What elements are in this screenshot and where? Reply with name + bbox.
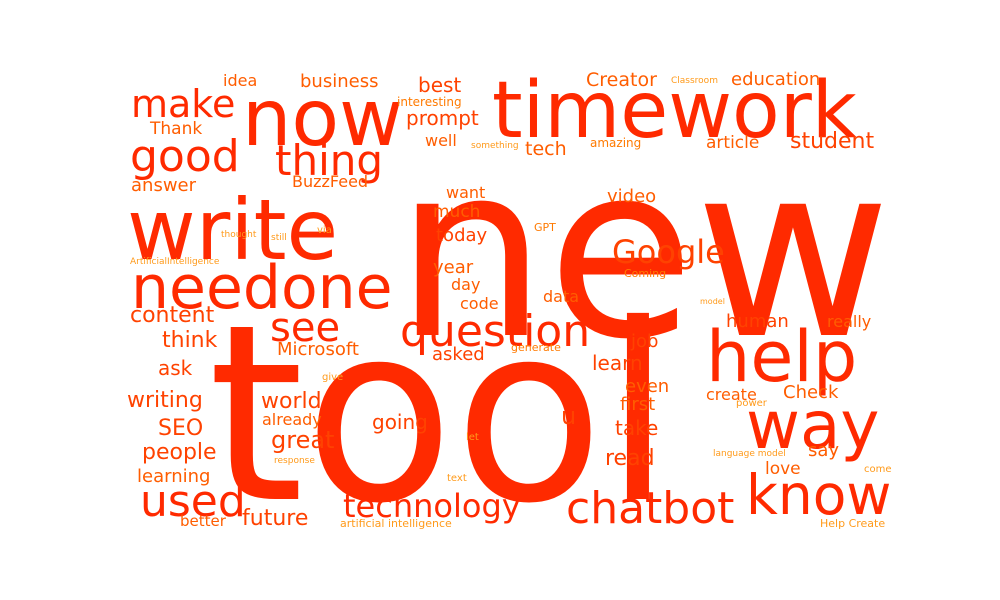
word-ai: ArtificialIntelligence <box>130 257 220 267</box>
word-give: give <box>322 372 344 383</box>
word-year: year <box>433 257 474 278</box>
word-seo: SEO <box>158 416 204 441</box>
word-say: say <box>808 440 840 461</box>
word-interesting: interesting <box>397 95 462 109</box>
word-article: article <box>706 133 760 153</box>
word-first: first <box>620 394 656 415</box>
word-thing: thing <box>275 136 384 185</box>
word-power: power <box>736 398 767 409</box>
word-asked: asked <box>432 344 485 365</box>
word-see: see <box>270 305 341 351</box>
word-google: Google <box>612 233 725 271</box>
word-thought: thought <box>221 230 257 240</box>
word-think: think <box>162 328 218 353</box>
word-now: now <box>242 74 403 164</box>
word-u: u <box>561 402 577 430</box>
word-ask: ask <box>158 356 193 380</box>
word-still: still <box>271 233 287 243</box>
word-today: today <box>436 225 488 246</box>
word-used: used <box>140 476 246 527</box>
word-world: world <box>261 389 322 414</box>
word-really: really <box>827 312 872 331</box>
word-read: read <box>605 446 655 471</box>
word-timework: timework <box>492 66 857 156</box>
word-response: response <box>274 456 315 466</box>
word-generate: generate <box>511 341 561 354</box>
word-coming: Coming <box>624 267 667 280</box>
word-help: help <box>706 316 858 398</box>
word-classroom: Classroom <box>671 76 718 86</box>
word-amazing: amazing <box>590 136 642 150</box>
word-create: create <box>706 385 757 404</box>
word-education: education <box>731 69 821 90</box>
word-love: love <box>765 459 801 479</box>
word-technology: technology <box>343 487 521 525</box>
word-people: people <box>142 440 217 465</box>
word-come: come <box>864 464 892 475</box>
word-better: better <box>180 512 226 530</box>
word-going: going <box>372 410 428 434</box>
word-microsoft: Microsoft <box>277 339 359 360</box>
word-want: want <box>446 183 486 202</box>
word-thank: Thank <box>150 119 203 139</box>
word-answer: answer <box>131 175 197 196</box>
word-creator: Creator <box>586 69 657 91</box>
word-question: question <box>400 306 591 357</box>
word-new: new <box>395 112 892 392</box>
word-business: business <box>300 71 379 92</box>
word-human: human <box>726 311 789 332</box>
word-something: something <box>471 141 519 151</box>
word-data: data <box>543 287 580 306</box>
word-prompt: prompt <box>406 106 479 130</box>
word-help-create: Help Create <box>820 517 886 530</box>
word-idea: idea <box>223 71 258 90</box>
word-text: text <box>447 473 467 484</box>
word-learn: learn <box>592 351 643 375</box>
word-let: let <box>466 432 479 443</box>
word-day: day <box>451 275 481 294</box>
word-check: Check <box>783 382 839 403</box>
word-future: future <box>242 506 309 531</box>
word-chatbot: chatbot <box>566 483 735 534</box>
word-writing: writing <box>127 388 203 413</box>
word-gpt: GPT <box>534 221 556 234</box>
word-code: code <box>460 294 499 313</box>
word-tool: tool <box>208 272 672 557</box>
word-way: way <box>746 387 880 464</box>
word-languagemodel: language model <box>713 449 786 459</box>
word-best: best <box>418 73 462 97</box>
word-already: already <box>262 410 322 429</box>
word-take: take <box>615 416 659 440</box>
word-video: video <box>607 186 657 207</box>
word-learning: learning <box>137 466 211 487</box>
word-job: job <box>631 331 659 352</box>
word-student: student <box>790 129 875 154</box>
word-write: write <box>127 181 339 279</box>
word-great: great <box>271 426 335 454</box>
word-make: make <box>131 82 236 126</box>
word-well: well <box>425 131 457 150</box>
word-even: even <box>625 376 670 397</box>
word-tech: tech <box>525 138 567 160</box>
word-via: via <box>317 225 332 236</box>
word-model: model <box>700 297 725 306</box>
word-buzzfeed: BuzzFeed <box>292 172 369 191</box>
word-much: much <box>433 202 481 222</box>
word-good: good <box>130 131 240 182</box>
word-needone: needone <box>131 253 393 323</box>
word-artificial-intelligence: artificial intelligence <box>340 517 452 530</box>
word-know: know <box>746 463 892 527</box>
word-content: content <box>130 303 215 328</box>
